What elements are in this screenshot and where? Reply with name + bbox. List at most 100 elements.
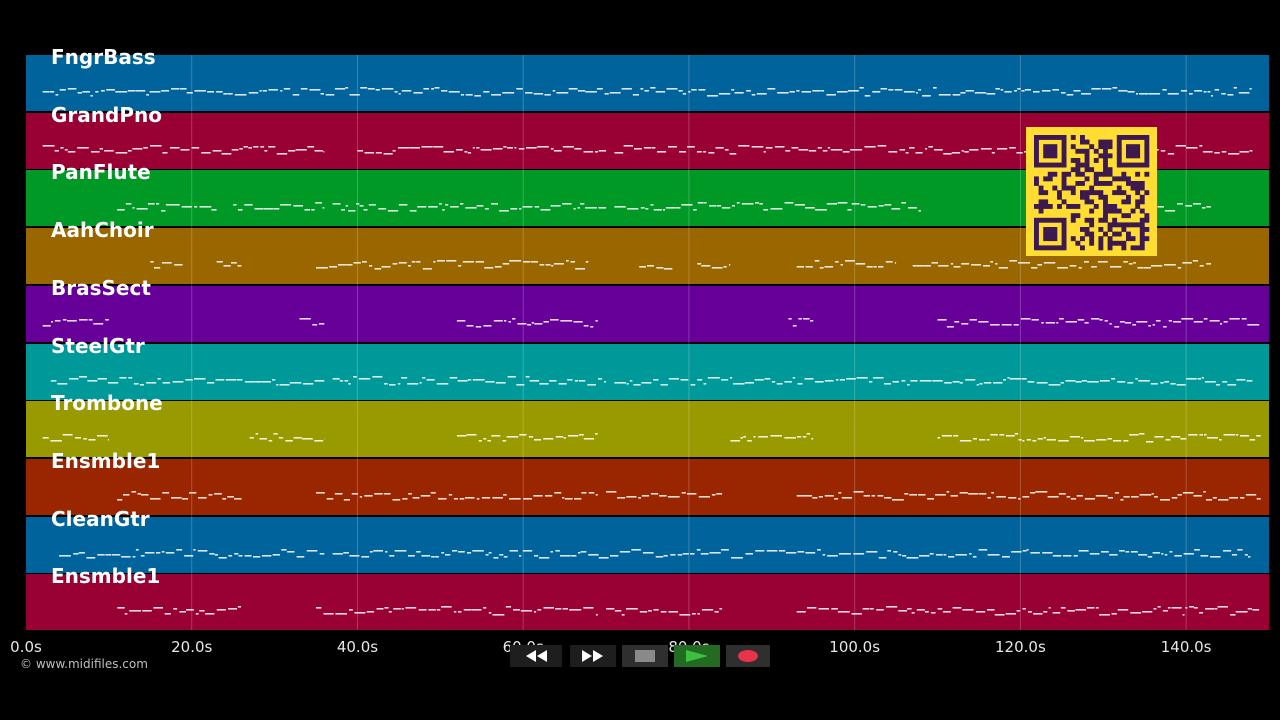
note-mark [1005, 435, 1015, 437]
note-mark [372, 376, 383, 378]
note-mark [1109, 323, 1112, 325]
note-mark [641, 495, 650, 497]
note-mark [214, 554, 218, 556]
note-mark [259, 90, 262, 92]
note-mark [1056, 322, 1059, 324]
note-mark [278, 437, 284, 439]
note-mark [667, 496, 680, 498]
note-mark [334, 88, 346, 90]
note-mark [631, 549, 641, 551]
note-mark [1077, 319, 1085, 321]
note-mark [1078, 267, 1082, 269]
note-mark [817, 147, 822, 149]
note-mark [316, 492, 325, 494]
stop-button[interactable] [622, 645, 668, 667]
note-mark [1147, 556, 1153, 558]
note-mark [731, 89, 735, 91]
note-mark [1084, 440, 1095, 442]
record-button[interactable] [726, 645, 770, 667]
note-mark [419, 382, 422, 384]
note-mark [1154, 496, 1158, 498]
note-mark [458, 265, 462, 267]
note-mark [133, 383, 139, 385]
note-mark [935, 494, 946, 496]
note-mark [745, 553, 753, 555]
note-mark [398, 93, 401, 95]
note-mark [107, 439, 109, 441]
note-mark [691, 89, 697, 91]
note-mark [1151, 493, 1154, 495]
note-mark [1247, 608, 1252, 610]
note-mark [640, 207, 645, 209]
note-mark [563, 437, 566, 439]
note-mark [476, 498, 480, 500]
note-mark [528, 436, 534, 438]
note-mark [943, 153, 952, 155]
note-mark [1162, 610, 1168, 612]
note-mark [1003, 379, 1006, 381]
note-mark [458, 611, 462, 613]
note-mark [42, 145, 55, 147]
note-mark [588, 554, 599, 556]
note-mark [1247, 324, 1260, 326]
note-mark [721, 379, 729, 381]
note-mark [648, 610, 652, 612]
note-mark [484, 267, 494, 269]
note-mark [626, 496, 637, 498]
note-mark [583, 607, 594, 609]
rewind-button[interactable] [510, 645, 562, 667]
note-mark [42, 91, 50, 93]
note-mark [868, 381, 873, 383]
note-mark [999, 434, 1005, 436]
note-mark [475, 326, 482, 328]
note-mark [307, 146, 315, 148]
note-mark [50, 380, 57, 382]
note-mark [839, 379, 845, 381]
note-mark [225, 379, 236, 381]
note-mark [962, 609, 974, 611]
note-mark [194, 378, 206, 380]
note-mark [1013, 324, 1019, 326]
note-mark [721, 549, 729, 551]
note-mark [595, 320, 598, 322]
note-mark [279, 384, 290, 386]
track-name: GrandPno [51, 103, 162, 127]
play-button[interactable] [674, 645, 720, 667]
note-mark [531, 261, 538, 263]
note-mark [362, 261, 367, 263]
note-mark [639, 611, 648, 613]
note-mark [1022, 440, 1025, 442]
note-mark [280, 204, 292, 206]
note-mark [714, 611, 719, 613]
note-mark [125, 203, 132, 205]
note-mark [392, 263, 398, 265]
note-mark [1132, 324, 1136, 326]
note-mark [1223, 434, 1236, 436]
note-mark [69, 378, 79, 380]
note-mark [439, 203, 442, 205]
note-mark [1114, 326, 1120, 328]
note-mark [296, 556, 305, 558]
note-mark [888, 89, 894, 91]
note-mark [587, 384, 596, 386]
note-mark [953, 266, 961, 268]
note-mark [409, 210, 417, 212]
note-mark [441, 552, 445, 554]
note-mark [509, 498, 521, 500]
note-mark [157, 378, 161, 380]
note-mark [815, 209, 827, 211]
note-mark [1078, 550, 1089, 552]
fast-forward-button[interactable] [570, 645, 616, 667]
note-mark [472, 147, 475, 149]
note-mark [550, 319, 559, 321]
note-mark [272, 554, 280, 556]
note-mark [826, 203, 838, 205]
note-mark [701, 609, 714, 611]
note-mark [1138, 380, 1150, 382]
note-mark [389, 384, 396, 386]
note-mark [268, 89, 278, 91]
note-mark [82, 91, 90, 93]
note-mark [784, 437, 796, 439]
note-mark [802, 436, 807, 438]
note-mark [478, 440, 482, 442]
